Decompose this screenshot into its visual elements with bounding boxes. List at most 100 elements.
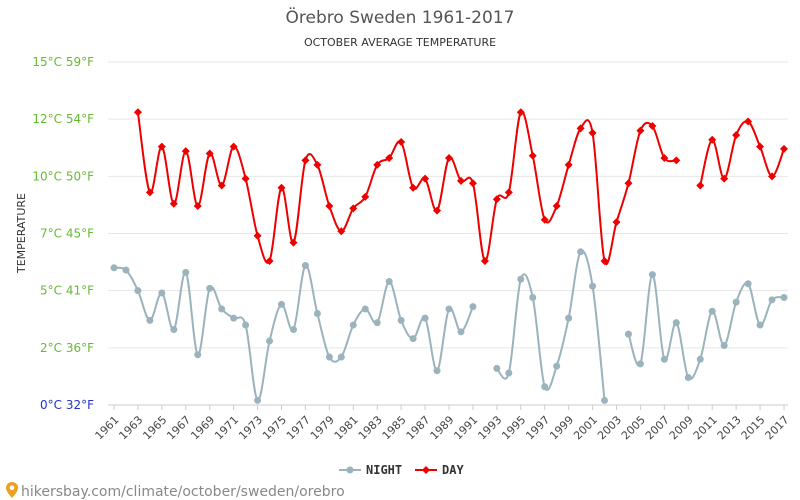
data-point-night[interactable] (469, 303, 477, 311)
data-point-night[interactable] (397, 316, 405, 324)
data-point-day[interactable] (193, 202, 202, 211)
data-point-day[interactable] (468, 179, 477, 188)
data-point-night[interactable] (744, 280, 752, 288)
data-point-night[interactable] (373, 319, 381, 327)
data-point-night[interactable] (337, 353, 345, 361)
data-point-day[interactable] (492, 195, 501, 204)
data-point-day[interactable] (672, 156, 681, 165)
data-point-night[interactable] (601, 396, 609, 404)
data-point-night[interactable] (182, 268, 190, 276)
data-point-night[interactable] (361, 305, 369, 313)
data-point-day[interactable] (636, 126, 645, 135)
data-point-night[interactable] (433, 367, 441, 375)
source-link[interactable]: hikersbay.com/climate/october/sweden/ore… (21, 484, 345, 500)
data-point-day[interactable] (397, 138, 406, 147)
data-point-night[interactable] (349, 321, 357, 329)
data-point-night[interactable] (266, 337, 274, 345)
data-point-night[interactable] (553, 362, 561, 370)
data-point-night[interactable] (158, 289, 166, 297)
data-point-night[interactable] (134, 287, 142, 295)
data-point-day[interactable] (169, 199, 178, 208)
data-point-day[interactable] (588, 128, 597, 137)
data-point-night[interactable] (254, 396, 262, 404)
data-point-night[interactable] (313, 310, 321, 318)
data-point-day[interactable] (708, 135, 717, 144)
data-point-day[interactable] (600, 256, 609, 265)
data-point-night[interactable] (242, 321, 250, 329)
data-point-day[interactable] (744, 117, 753, 126)
data-point-day[interactable] (361, 192, 370, 201)
data-point-night[interactable] (457, 328, 465, 336)
data-point-day[interactable] (181, 147, 190, 156)
data-point-day[interactable] (612, 218, 621, 227)
data-point-night[interactable] (517, 275, 525, 283)
data-point-day[interactable] (696, 181, 705, 190)
data-point-day[interactable] (337, 227, 346, 236)
data-point-night[interactable] (206, 284, 214, 292)
data-point-night[interactable] (768, 296, 776, 304)
data-point-night[interactable] (672, 319, 680, 327)
data-point-night[interactable] (624, 330, 632, 338)
data-point-day[interactable] (289, 238, 298, 247)
data-point-day[interactable] (780, 144, 788, 153)
data-point-night[interactable] (230, 314, 238, 322)
data-point-day[interactable] (349, 204, 358, 213)
data-point-night[interactable] (780, 294, 788, 302)
data-point-day[interactable] (409, 183, 418, 192)
data-point-day[interactable] (277, 183, 286, 192)
data-point-day[interactable] (325, 202, 334, 211)
data-point-day[interactable] (576, 124, 585, 133)
data-point-day[interactable] (265, 256, 274, 265)
data-point-day[interactable] (205, 149, 214, 158)
data-point-night[interactable] (696, 355, 704, 363)
data-point-night[interactable] (505, 369, 513, 377)
data-point-day[interactable] (624, 179, 633, 188)
data-point-night[interactable] (110, 264, 118, 272)
data-point-day[interactable] (145, 188, 154, 197)
data-point-day[interactable] (552, 202, 561, 211)
data-point-night[interactable] (493, 364, 501, 372)
data-point-day[interactable] (217, 181, 226, 190)
data-point-day[interactable] (528, 151, 537, 160)
data-point-night[interactable] (385, 278, 393, 286)
data-point-night[interactable] (732, 298, 740, 306)
data-point-night[interactable] (146, 316, 154, 324)
legend-item-day[interactable]: DAY (415, 463, 464, 477)
data-point-day[interactable] (445, 154, 453, 163)
data-point-night[interactable] (278, 300, 285, 308)
data-point-night[interactable] (565, 314, 573, 322)
legend-item-night[interactable]: NIGHT (339, 463, 402, 477)
data-point-night[interactable] (122, 266, 130, 274)
data-point-night[interactable] (684, 374, 692, 382)
data-point-day[interactable] (133, 108, 142, 117)
data-point-night[interactable] (756, 321, 764, 329)
data-point-day[interactable] (504, 188, 513, 197)
data-point-night[interactable] (589, 282, 597, 290)
data-point-day[interactable] (516, 108, 525, 117)
data-point-night[interactable] (170, 326, 178, 334)
legend[interactable]: NIGHT DAY (339, 463, 464, 477)
data-point-night[interactable] (421, 314, 429, 322)
data-point-night[interactable] (301, 262, 309, 270)
data-point-night[interactable] (660, 355, 668, 363)
data-point-day[interactable] (157, 142, 166, 151)
data-point-day[interactable] (732, 131, 741, 140)
data-point-day[interactable] (301, 156, 310, 165)
data-point-night[interactable] (708, 307, 716, 315)
data-point-night[interactable] (289, 326, 297, 334)
data-point-day[interactable] (241, 174, 250, 183)
data-point-day[interactable] (433, 206, 442, 215)
data-point-day[interactable] (768, 172, 777, 181)
data-point-night[interactable] (445, 305, 453, 313)
data-point-night[interactable] (325, 353, 333, 361)
data-point-day[interactable] (373, 160, 382, 169)
data-point-night[interactable] (720, 342, 728, 350)
data-point-night[interactable] (648, 271, 656, 279)
data-point-day[interactable] (313, 160, 322, 169)
data-point-day[interactable] (564, 160, 573, 169)
data-point-night[interactable] (577, 248, 585, 256)
data-point-night[interactable] (194, 351, 202, 359)
data-point-day[interactable] (720, 174, 729, 183)
data-point-day[interactable] (229, 142, 238, 151)
data-point-night[interactable] (218, 305, 226, 313)
